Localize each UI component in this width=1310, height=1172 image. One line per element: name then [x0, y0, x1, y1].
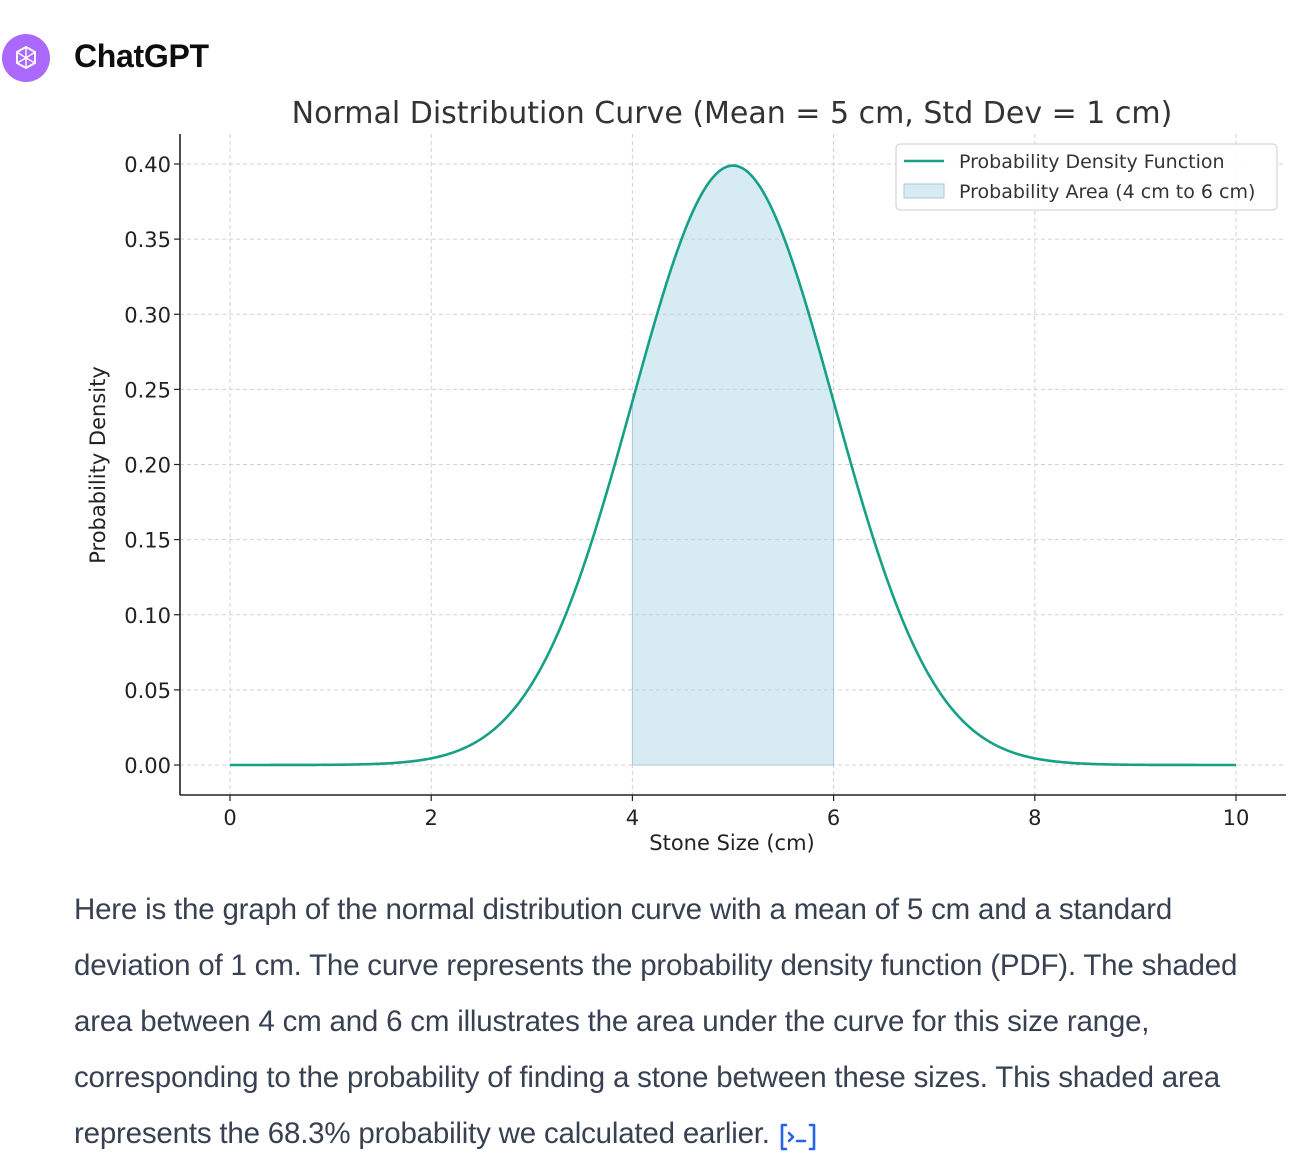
legend-label-area: Probability Area (4 cm to 6 cm): [959, 181, 1255, 203]
x-tick-label: 6: [827, 806, 840, 830]
legend-box: [895, 143, 1278, 211]
x-axis-label: Stone Size (cm): [649, 831, 815, 855]
y-tick-label: 0.00: [124, 754, 171, 778]
x-tick-label: 10: [1223, 806, 1250, 830]
y-tick-label: 0.40: [124, 153, 171, 177]
chart-title: Normal Distribution Curve (Mean = 5 cm, …: [292, 96, 1173, 131]
x-tick-label: 4: [626, 806, 639, 830]
x-tick-label: 0: [223, 806, 236, 830]
assistant-avatar: [2, 34, 50, 82]
y-tick-label: 0.25: [124, 378, 171, 402]
code-analysis-icon: [780, 1123, 816, 1151]
openai-logo-icon: [16, 46, 36, 69]
legend-area-swatch: [903, 183, 945, 199]
x-tick-label: 2: [425, 806, 438, 830]
chart-svg: 0 2 4 6 8 10 0.00 0.05 0.10 0.15 0.20 0.25 0.30 0.35 0…: [86, 96, 1286, 855]
y-tick-label: 0.35: [124, 228, 171, 252]
x-tick-label: 8: [1028, 806, 1041, 830]
message-body: Here is the graph of the normal distribu…: [74, 882, 1294, 1162]
y-tick-label: 0.15: [124, 529, 171, 553]
y-tick-label: 0.10: [124, 604, 171, 628]
code-analysis-button[interactable]: [778, 1116, 818, 1151]
assistant-name: ChatGPT: [74, 38, 209, 74]
probability-area: [631, 165, 835, 766]
y-axis-label: Probability Density: [86, 366, 110, 564]
y-tick-label: 0.20: [124, 454, 171, 478]
chart: 0 2 4 6 8 10 0.00 0.05 0.10 0.15 0.20 0.25 0.30 0.35 0…: [0, 90, 1310, 860]
legend-label-pdf: Probability Density Function: [959, 151, 1225, 173]
message-text: Here is the graph of the normal distribu…: [74, 893, 1238, 1150]
pdf-curve-line: [230, 164, 1236, 767]
y-tick-label: 0.05: [124, 679, 171, 703]
y-tick-label: 0.30: [124, 303, 171, 327]
